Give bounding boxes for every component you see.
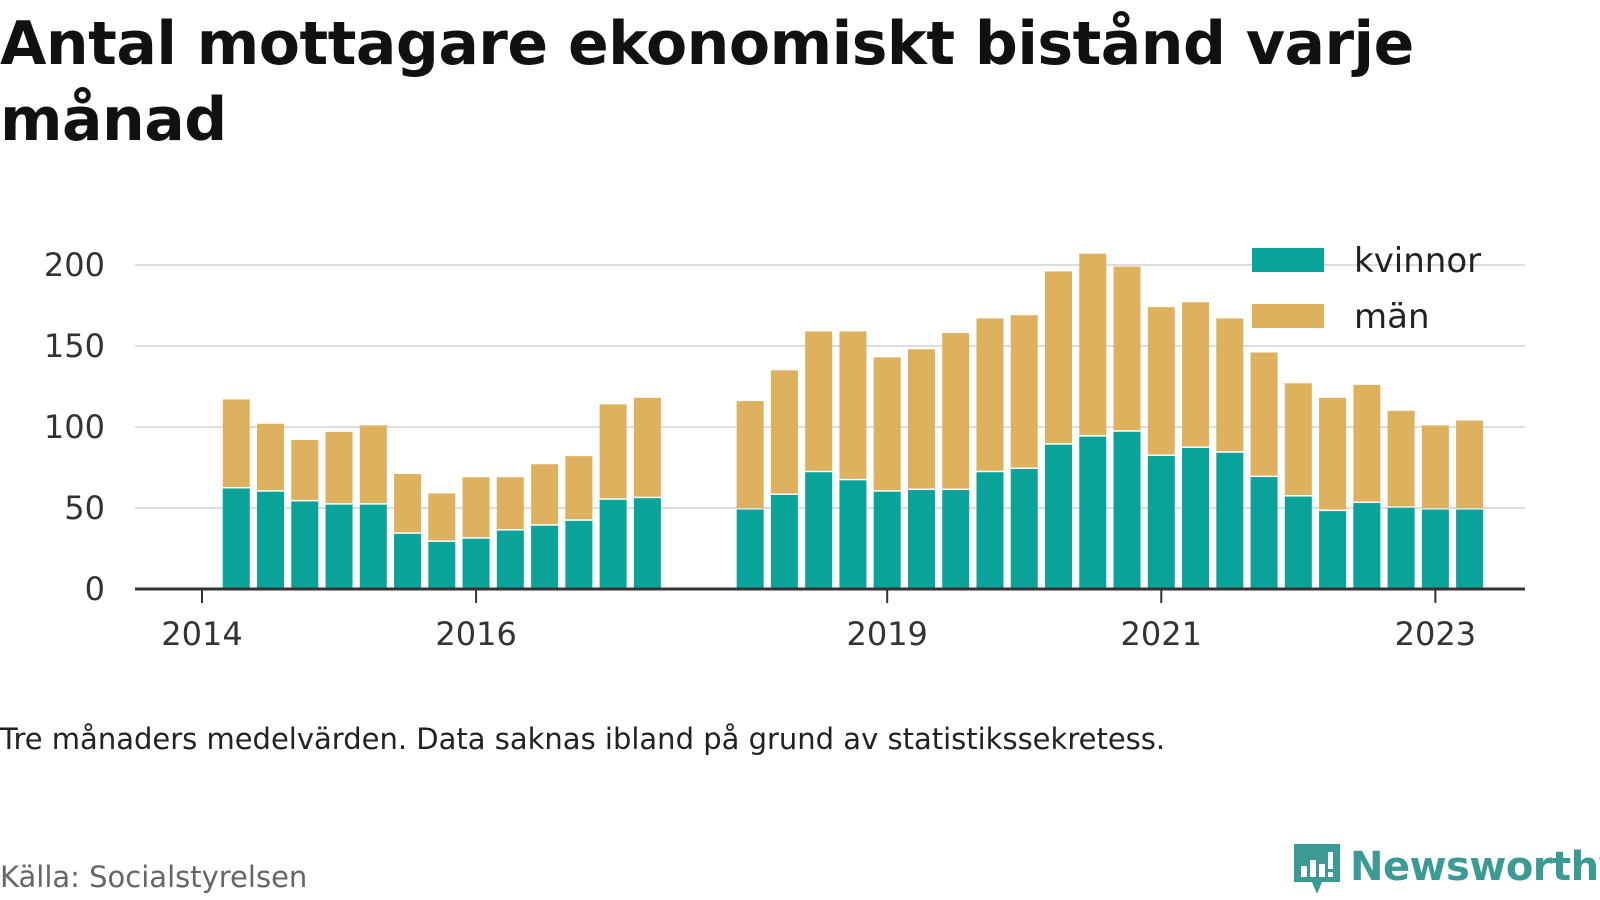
bar-kvinnor-2014-07 [257, 491, 285, 589]
bar-kvinnor-2019-10 [976, 472, 1004, 589]
bar-kvinnor-2020-04 [1045, 444, 1072, 589]
bar-man-2020-10 [1113, 266, 1141, 431]
bar-man-2017-04 [633, 397, 661, 497]
bar-kvinnor-2019-07 [942, 490, 970, 589]
stacked-bar-chart: 0 50 100 150 200 2014 2016 2019 2021 2023 kvinno… [44, 241, 1525, 653]
bar-kvinnor-2018-10 [839, 480, 867, 589]
bar-man-2015-04 [359, 425, 387, 504]
bar-kvinnor-2020-07 [1079, 436, 1107, 589]
bar-kvinnor-2014-10 [291, 501, 319, 589]
bar-kvinnor-2023-01 [1421, 509, 1449, 589]
bar-kvinnor-2019-04 [907, 490, 935, 589]
bar-man-2020-01 [1010, 315, 1038, 468]
bar-kvinnor-2020-01 [1010, 469, 1038, 589]
bar-man-2018-10 [839, 331, 867, 479]
legend-swatch-0 [1252, 248, 1324, 272]
bar-man-2016-10 [565, 456, 593, 520]
y-axis-ticks: 0 50 100 150 200 [44, 246, 105, 608]
bar-kvinnor-2015-07 [394, 533, 422, 589]
bar-man-2021-10 [1250, 352, 1278, 476]
chart-note: Tre månaders medelvärden. Data saknas ib… [0, 722, 1166, 756]
y-tick-label: 50 [64, 489, 105, 527]
x-tick-label: 2021 [1121, 615, 1202, 653]
x-tick-label: 2023 [1395, 615, 1476, 653]
legend-label-1: män [1354, 297, 1430, 337]
bar-man-2022-07 [1353, 384, 1381, 502]
bars [222, 253, 1484, 589]
bar-kvinnor-2015-04 [359, 504, 387, 589]
x-axis: 2014 2016 2019 2021 2023 [135, 587, 1525, 653]
bar-man-2019-01 [873, 357, 901, 491]
bar-man-2022-04 [1319, 397, 1347, 510]
bar-man-2021-04 [1182, 302, 1210, 447]
bar-man-2021-01 [1147, 307, 1175, 455]
bar-kvinnor-2020-10 [1113, 431, 1141, 589]
bar-man-2019-10 [976, 318, 1004, 471]
bar-man-2014-10 [291, 439, 319, 500]
legend: kvinnor män [1252, 241, 1481, 337]
bar-man-2023-01 [1421, 425, 1449, 508]
bar-kvinnor-2022-01 [1284, 496, 1312, 589]
legend-swatch-1 [1252, 304, 1324, 328]
bar-kvinnor-2015-10 [428, 541, 456, 589]
y-tick-label: 0 [85, 570, 105, 608]
bar-man-2017-01 [599, 404, 627, 499]
y-tick-label: 200 [44, 246, 105, 284]
bar-kvinnor-2016-01 [462, 538, 490, 589]
bar-man-2015-01 [325, 431, 353, 504]
bar-man-2015-07 [394, 473, 422, 533]
x-tick-label: 2014 [161, 615, 242, 653]
bar-man-2022-10 [1387, 410, 1415, 507]
bar-man-2018-01 [736, 401, 764, 508]
bar-man-2019-07 [942, 333, 970, 489]
bar-man-2022-01 [1284, 383, 1312, 496]
newsworthy-logo-icon [1294, 844, 1340, 894]
bar-kvinnor-2014-04 [222, 488, 250, 589]
bar-kvinnor-2022-04 [1319, 511, 1347, 589]
bar-man-2020-07 [1079, 253, 1107, 436]
bar-kvinnor-2018-01 [736, 509, 764, 589]
bar-kvinnor-2016-10 [565, 520, 593, 589]
y-tick-label: 150 [44, 327, 105, 365]
bar-man-2016-01 [462, 477, 490, 538]
bar-man-2018-07 [805, 331, 833, 471]
bar-man-2018-04 [770, 370, 798, 494]
bar-kvinnor-2021-04 [1182, 447, 1210, 589]
bar-kvinnor-2023-04 [1456, 509, 1484, 589]
bar-man-2014-04 [222, 399, 250, 487]
bar-kvinnor-2015-01 [325, 504, 353, 589]
legend-label-0: kvinnor [1354, 241, 1481, 281]
bar-kvinnor-2018-04 [770, 494, 798, 589]
bar-kvinnor-2017-01 [599, 499, 627, 589]
x-tick-label: 2016 [435, 615, 516, 653]
bar-man-2016-04 [496, 477, 524, 530]
bar-kvinnor-2022-10 [1387, 507, 1415, 589]
bar-man-2021-07 [1216, 318, 1244, 452]
brand-name: Newsworthy [1350, 844, 1600, 890]
bar-kvinnor-2021-07 [1216, 452, 1244, 589]
bar-man-2016-07 [531, 464, 559, 525]
x-tick-label: 2019 [846, 615, 927, 653]
bar-man-2019-04 [907, 349, 935, 489]
y-tick-label: 100 [44, 408, 105, 446]
bar-kvinnor-2021-10 [1250, 477, 1278, 589]
bar-kvinnor-2021-01 [1147, 456, 1175, 589]
bar-man-2015-10 [428, 493, 456, 541]
bar-man-2020-04 [1045, 271, 1072, 444]
bar-man-2014-07 [257, 423, 285, 491]
bar-kvinnor-2016-07 [531, 525, 559, 589]
bar-kvinnor-2018-07 [805, 472, 833, 589]
bar-kvinnor-2017-04 [633, 498, 661, 589]
source-credit: Källa: Socialstyrelsen [0, 860, 308, 894]
bar-kvinnor-2016-04 [496, 530, 524, 589]
bar-kvinnor-2019-01 [873, 491, 901, 589]
bar-man-2023-04 [1456, 420, 1484, 508]
page-title: Antal mottagare ekonomiskt bistånd varje… [0, 9, 1414, 155]
bar-kvinnor-2022-07 [1353, 503, 1381, 589]
